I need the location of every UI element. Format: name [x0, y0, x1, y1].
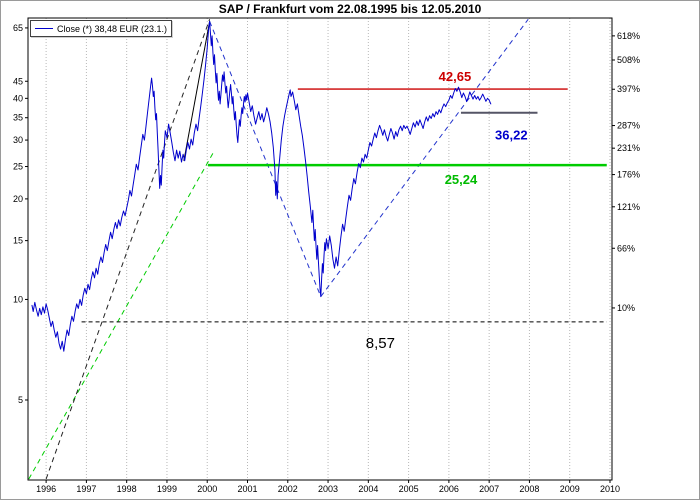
x-axis-tick-label: 1998 [117, 484, 137, 494]
x-axis-tick-label: 2010 [600, 484, 620, 494]
level-label-3: 8,57 [366, 335, 395, 352]
x-axis-tick-label: 1997 [76, 484, 96, 494]
x-axis-tick-label: 1996 [36, 484, 56, 494]
y-axis-right-tick-label: 618% [617, 31, 640, 41]
x-axis-tick-label: 2008 [519, 484, 539, 494]
uptrend-black-dashed [45, 19, 211, 480]
legend-box: Close (*) 38,48 EUR (23.1.) [30, 20, 173, 37]
y-axis-right-tick-label: 231% [617, 143, 640, 153]
y-axis-left-tick-label: 40 [13, 93, 23, 103]
close-price-line [31, 20, 492, 352]
y-axis-right-tick-label: 397% [617, 84, 640, 94]
y-axis-right-tick-label: 66% [617, 243, 635, 253]
y-axis-left-tick-label: 35 [13, 113, 23, 123]
y-axis-left-tick-label: 10 [13, 294, 23, 304]
y-axis-right-tick-label: 121% [617, 202, 640, 212]
y-axis-left-tick-label: 15 [13, 236, 23, 246]
spike-black-solid [183, 21, 211, 161]
x-axis-tick-label: 1999 [157, 484, 177, 494]
level-label-2: 25,24 [445, 172, 478, 187]
plot-border [27, 17, 613, 481]
x-axis-tick-label: 2009 [560, 484, 580, 494]
series-color-swatch-icon [35, 28, 53, 29]
x-axis-tick-label: 2004 [358, 484, 378, 494]
x-axis-tick-label: 2007 [479, 484, 499, 494]
y-axis-left-tick-label: 25 [13, 162, 23, 172]
chart-title: SAP / Frankfurt vom 22.08.1995 bis 12.05… [218, 2, 482, 16]
y-axis-right-tick-label: 176% [617, 170, 640, 180]
x-axis-tick-label: 2003 [318, 484, 338, 494]
uptrend-blue-dashed [320, 18, 529, 297]
level-label-0: 42,65 [439, 69, 472, 84]
y-axis-left-tick-label: 20 [13, 194, 23, 204]
y-axis-left-tick-label: 30 [13, 135, 23, 145]
x-axis-tick-label: 2001 [237, 484, 257, 494]
x-axis-tick-label: 2002 [278, 484, 298, 494]
uptrend-green-dashed [28, 152, 214, 480]
legend-label: Close (*) 38,48 EUR (23.1.) [57, 23, 168, 34]
x-axis-tick-label: 2005 [399, 484, 419, 494]
y-axis-left-tick-label: 45 [13, 76, 23, 86]
y-axis-right-tick-label: 508% [617, 55, 640, 65]
x-axis-tick-label: 2006 [439, 484, 459, 494]
downtrend-blue-dashed [209, 21, 322, 297]
y-axis-left-tick-label: 5 [18, 395, 23, 405]
y-axis-right-tick-label: 287% [617, 121, 640, 131]
y-axis-left-tick-label: 65 [13, 23, 23, 33]
level-label-1: 36,22 [495, 128, 528, 143]
x-axis-tick-label: 2000 [197, 484, 217, 494]
y-axis-right-tick-label: 10% [617, 303, 635, 313]
